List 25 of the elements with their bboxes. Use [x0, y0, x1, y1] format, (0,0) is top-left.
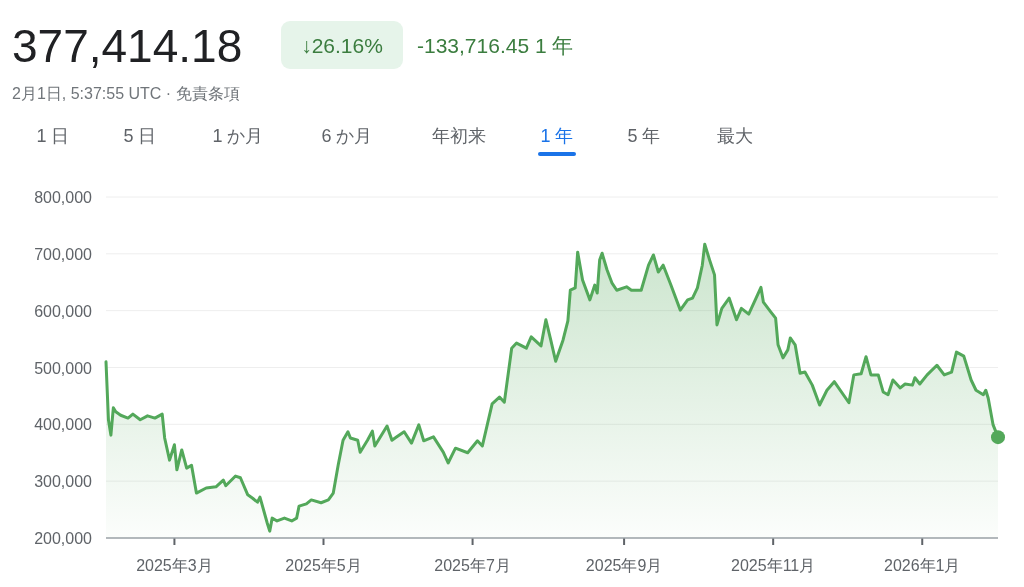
text: 1 年: [540, 126, 574, 146]
text: 1 か月: [212, 126, 264, 146]
y-tick-label: 600,000: [34, 302, 93, 320]
text: ↓26.16%: [301, 34, 383, 57]
y-tick-label: 700,000: [34, 245, 93, 263]
text: 5 年: [627, 126, 661, 146]
y-tick-label: 200,000: [34, 530, 93, 547]
text: 最大: [717, 126, 753, 146]
y-tick-label: 800,000: [34, 189, 93, 206]
text: -133,716.45 1 年: [417, 34, 574, 57]
text: 1 日: [36, 126, 70, 146]
chart-title: 377,414.18: [12, 20, 243, 72]
x-tick-label: 2025年7月: [434, 557, 511, 574]
x-tick-label: 2025年9月: [585, 557, 663, 574]
chart-subtitle: 2月1日, 5:37:55 UTC · 免責条項: [12, 85, 240, 102]
x-tick-label: 2025年5月: [285, 557, 362, 574]
text: 5 日: [123, 126, 157, 146]
text: 6 か月: [321, 126, 373, 146]
x-tick-label: 2025年3月: [136, 557, 213, 574]
x-tick-label: 2026年1月: [883, 557, 961, 574]
text: 年初来: [432, 126, 486, 146]
x-tick-label: 2025年11月: [731, 557, 816, 574]
y-tick-label: 300,000: [34, 473, 93, 491]
y-tick-label: 500,000: [34, 359, 93, 377]
y-tick-label: 400,000: [34, 416, 93, 434]
